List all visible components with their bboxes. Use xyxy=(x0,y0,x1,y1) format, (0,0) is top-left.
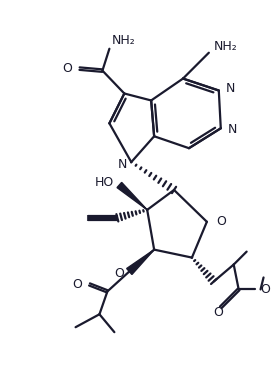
Text: O: O xyxy=(115,267,124,280)
Text: N: N xyxy=(226,82,235,95)
Text: O: O xyxy=(73,278,82,291)
Text: O: O xyxy=(63,62,73,75)
Text: HO: HO xyxy=(95,176,114,188)
Text: NH₂: NH₂ xyxy=(214,40,237,53)
Text: N: N xyxy=(228,123,237,136)
Text: O: O xyxy=(261,283,270,296)
Polygon shape xyxy=(117,182,147,210)
Text: O: O xyxy=(216,215,226,228)
Text: O: O xyxy=(213,306,223,319)
Polygon shape xyxy=(127,250,154,274)
Text: NH₂: NH₂ xyxy=(112,34,135,47)
Text: N: N xyxy=(118,158,127,170)
